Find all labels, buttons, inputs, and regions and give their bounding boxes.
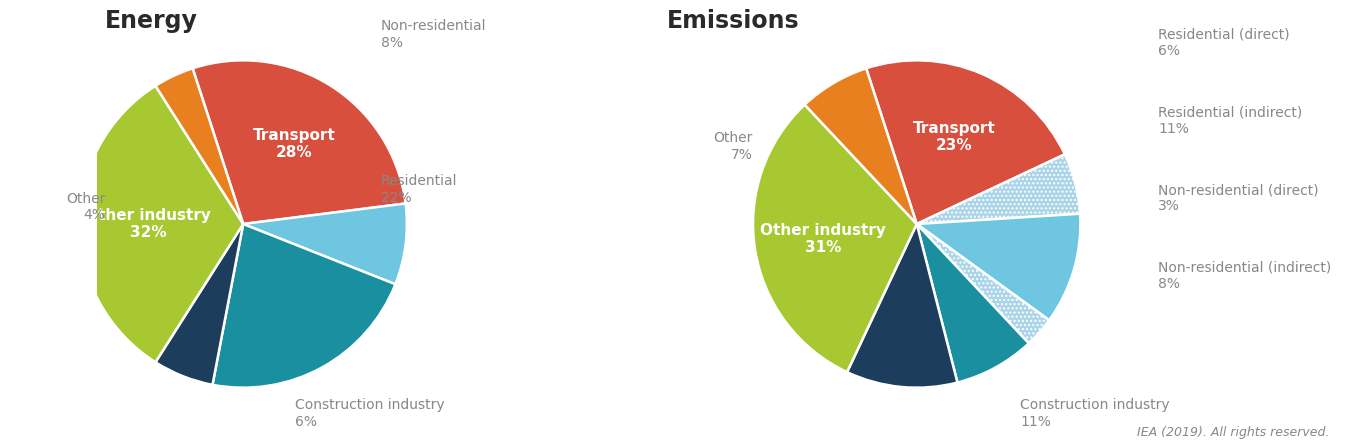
Wedge shape: [213, 224, 395, 388]
Text: Transport
23%: Transport 23%: [913, 121, 996, 153]
Text: Other industry
32%: Other industry 32%: [85, 208, 212, 240]
Text: Residential
22%: Residential 22%: [381, 174, 457, 205]
Text: Construction industry
6%: Construction industry 6%: [294, 398, 445, 429]
Wedge shape: [193, 60, 406, 224]
Wedge shape: [866, 60, 1065, 224]
Text: Non-residential (indirect)
8%: Non-residential (indirect) 8%: [1158, 261, 1331, 291]
Text: Emissions: Emissions: [666, 9, 799, 33]
Wedge shape: [805, 68, 917, 224]
Wedge shape: [753, 105, 917, 372]
Text: Residential (indirect)
11%: Residential (indirect) 11%: [1158, 106, 1303, 136]
Text: Other industry
31%: Other industry 31%: [760, 223, 886, 255]
Text: Energy: Energy: [106, 9, 198, 33]
Wedge shape: [156, 224, 243, 385]
Wedge shape: [847, 224, 958, 388]
Wedge shape: [917, 224, 1029, 383]
Text: Other
7%: Other 7%: [714, 131, 753, 162]
Text: Other
4%: Other 4%: [66, 192, 106, 222]
Text: Non-residential (direct)
3%: Non-residential (direct) 3%: [1158, 183, 1319, 213]
Text: Residential (direct)
6%: Residential (direct) 6%: [1158, 28, 1289, 58]
Wedge shape: [917, 224, 1049, 343]
Wedge shape: [156, 68, 243, 224]
Wedge shape: [917, 214, 1080, 320]
Wedge shape: [80, 86, 243, 362]
Text: Transport
28%: Transport 28%: [252, 128, 335, 160]
Wedge shape: [917, 154, 1080, 224]
Wedge shape: [243, 203, 407, 284]
Text: Construction industry
11%: Construction industry 11%: [1020, 398, 1170, 429]
Text: Non-residential
8%: Non-residential 8%: [381, 19, 487, 50]
Text: IEA (2019). All rights reserved.: IEA (2019). All rights reserved.: [1137, 426, 1330, 439]
